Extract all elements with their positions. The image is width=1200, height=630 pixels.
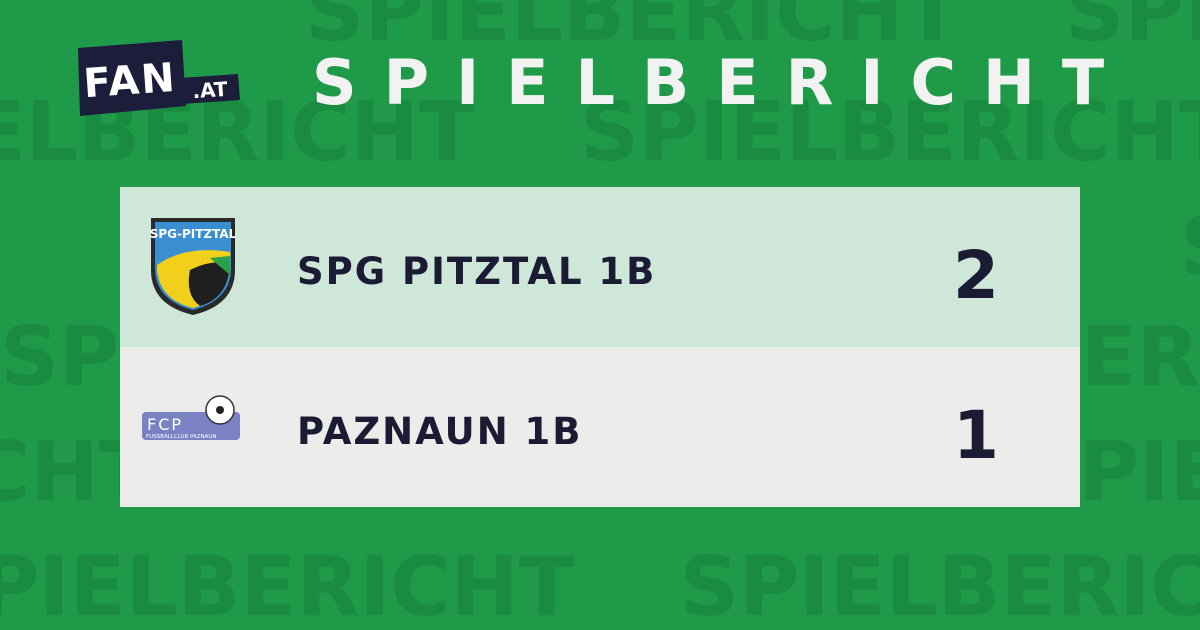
logo-name: FAN	[82, 55, 178, 107]
brand-logo: FAN .AT	[78, 40, 240, 116]
crest-ball-patch	[216, 406, 224, 414]
team-score: 1	[953, 397, 999, 474]
team-name: SPG PITZTAL 1B	[297, 250, 656, 293]
crest-text: SPG-PITZTAL	[150, 227, 237, 241]
page-title: SPIELBERICHT	[312, 46, 1131, 119]
watermark-text: SPIELBERICHT	[305, 0, 960, 60]
logo-suffix: .AT	[192, 77, 229, 103]
team-name: PAZNAUN 1B	[297, 410, 583, 453]
logo-suffix-box	[180, 74, 240, 104]
team-crest: FCP FUSSBALLCLUB PAZNAUN	[142, 395, 240, 440]
crest-subtext: FUSSBALLCLUB PAZNAUN	[146, 434, 217, 440]
watermark-text: SPIELBERICHT	[1065, 0, 1200, 60]
crest-text: FCP	[147, 415, 183, 434]
watermark-text: SPIELBERICHT	[0, 85, 475, 180]
watermark-text: SPIELBERICHT	[580, 85, 1200, 180]
crest-ball-patch	[188, 262, 230, 306]
watermark-text: SPIELBERICHT	[0, 540, 575, 630]
watermark-text: SPIELBERICHT	[1180, 200, 1200, 295]
logo-box	[78, 40, 186, 116]
team-score: 2	[953, 237, 999, 314]
team-row	[120, 347, 1080, 507]
team-crest: SPG-PITZTAL	[150, 218, 237, 315]
crest-ball-patch	[210, 256, 230, 275]
watermark-text: SPIELBERICHT	[680, 540, 1200, 630]
team-row	[120, 187, 1080, 347]
